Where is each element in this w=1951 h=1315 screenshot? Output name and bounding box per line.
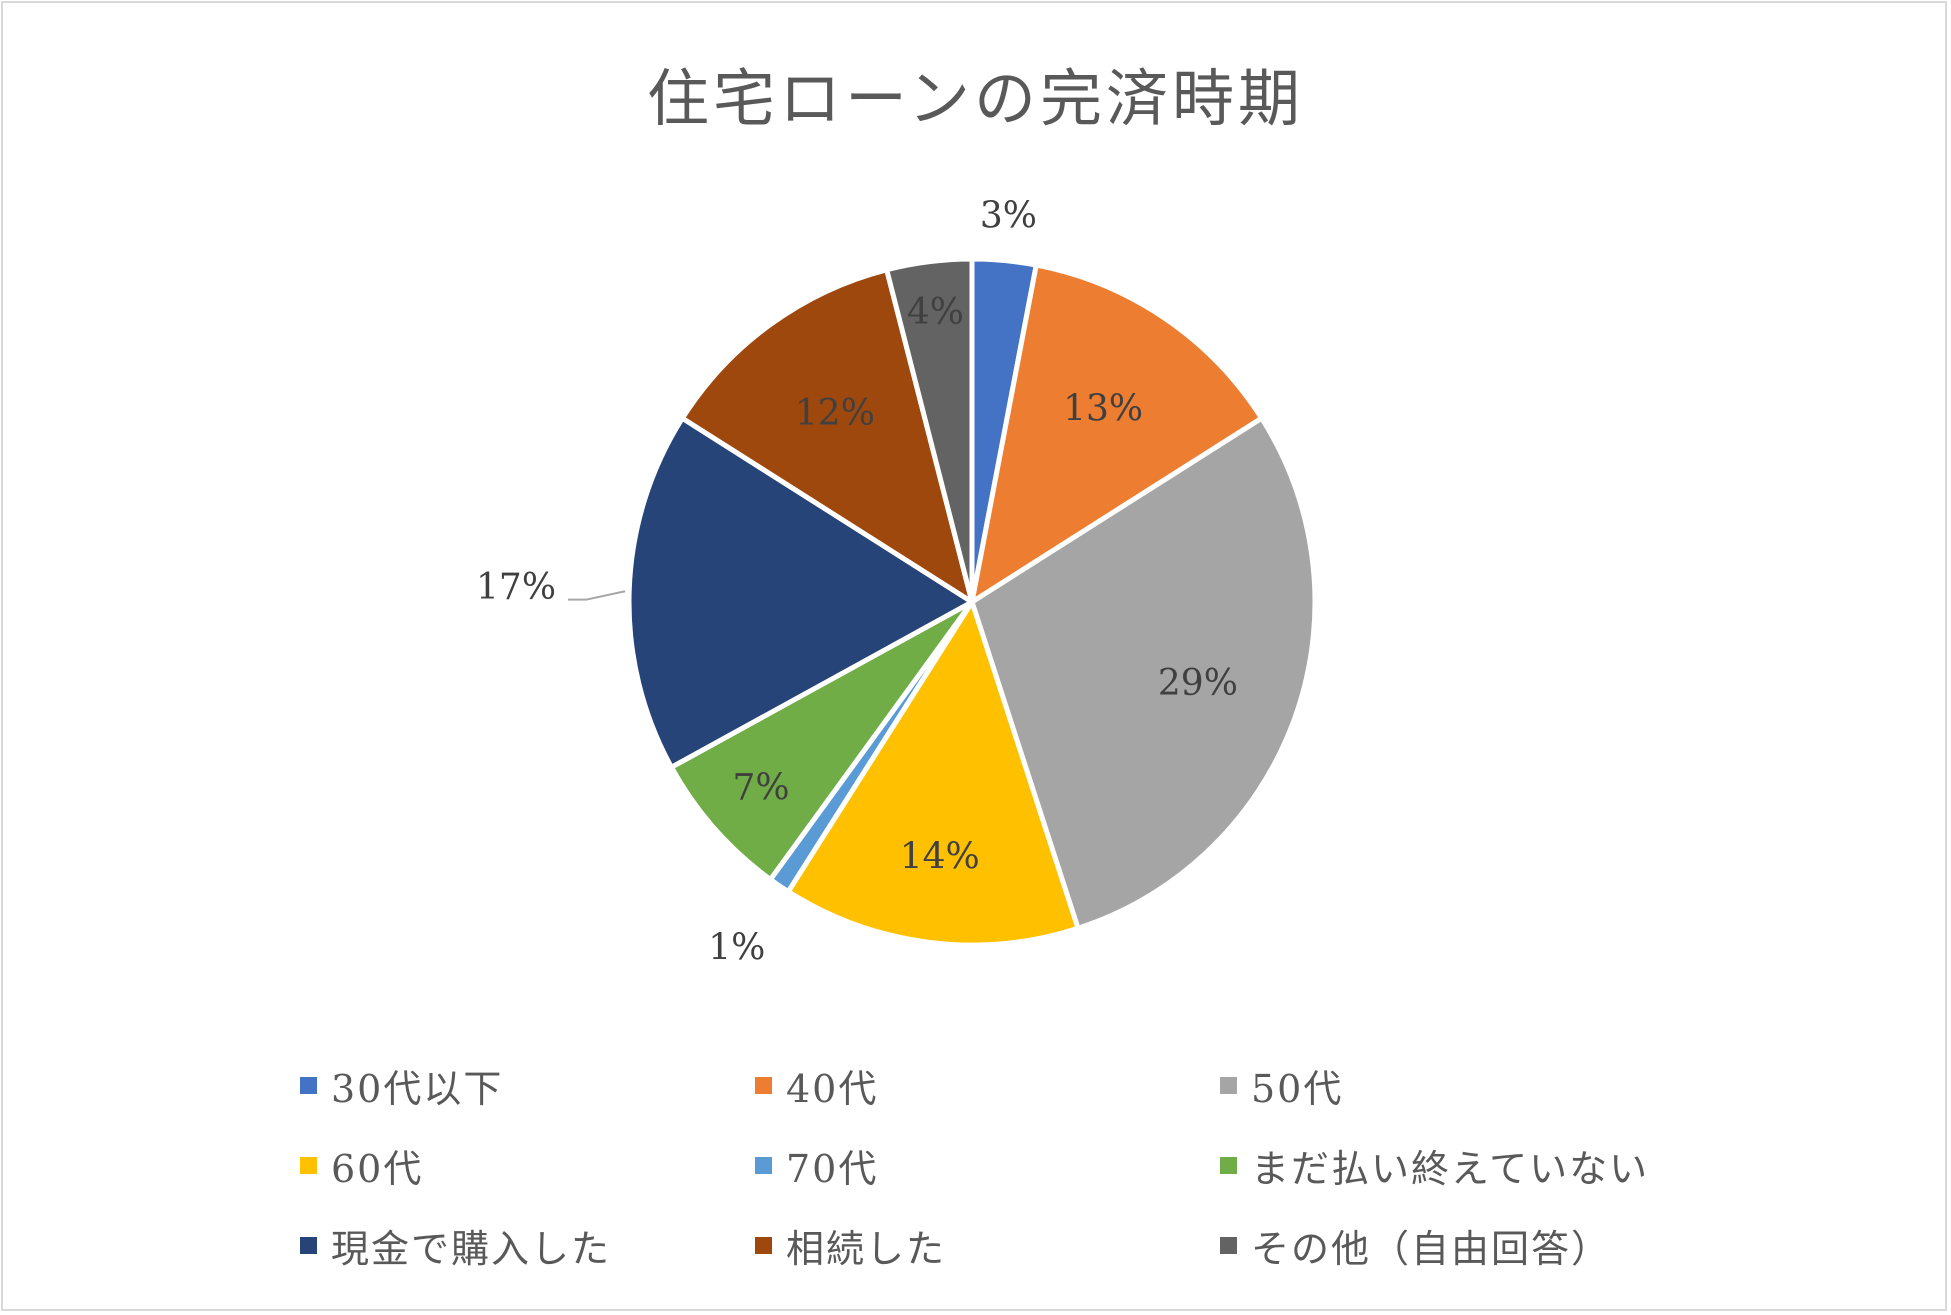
legend-item-9: その他（自由回答）: [1220, 1218, 1700, 1272]
data-label-4: 14%: [900, 837, 980, 878]
legend-swatch: [1220, 1156, 1237, 1174]
legend-swatch: [300, 1156, 317, 1174]
legend: 30代以下 40代 50代 60代 70代 まだ払い終えていない現金で購入した 相続した その…: [300, 1058, 1700, 1272]
legend-swatch: [755, 1236, 772, 1254]
legend-label: 50代: [1251, 1066, 1344, 1111]
pie-slice-3: [969, 415, 1318, 931]
legend-label: 相続した: [786, 1226, 947, 1271]
pie-slices: [626, 256, 1318, 948]
pie-slice-2: [969, 262, 1265, 605]
legend-swatch: [300, 1076, 317, 1094]
legend-label: まだ払い終えていない: [1251, 1146, 1650, 1191]
legend-item-3: 50代: [1220, 1058, 1700, 1112]
pie-slice-6: [668, 599, 975, 882]
legend-item-1: 30代以下: [300, 1058, 755, 1112]
legend-item-4: 60代: [300, 1138, 755, 1192]
pie-slice-8: [679, 267, 975, 605]
legend-label: 現金で購入した: [331, 1226, 612, 1271]
legend-label: 70代: [786, 1146, 879, 1191]
data-label-6: 7%: [732, 768, 789, 809]
legend-label: 60代: [331, 1146, 424, 1191]
legend-item-6: まだ払い終えていない: [1220, 1138, 1700, 1192]
data-label-2: 13%: [1063, 389, 1143, 430]
data-label-9: 4%: [907, 292, 964, 333]
legend-swatch: [755, 1076, 772, 1094]
legend-label: その他（自由回答）: [1251, 1226, 1612, 1271]
legend-item-7: 現金で購入した: [300, 1218, 755, 1272]
legend-swatch: [300, 1236, 317, 1254]
legend-item-5: 70代: [755, 1138, 1220, 1192]
pie-slice-7: [626, 415, 975, 770]
legend-label: 30代以下: [331, 1066, 504, 1111]
data-label-7: 17%: [476, 567, 556, 608]
data-label-5: 1%: [708, 928, 765, 969]
legend-label: 40代: [786, 1066, 879, 1111]
chart-title: 住宅ローンの完済時期: [647, 62, 1304, 135]
leader-line-7: [568, 590, 626, 601]
data-labels: 3% 13% 29% 14% 1% 7% 17% 12% 4%: [476, 196, 1238, 969]
pie-slice-4: [785, 599, 1081, 948]
legend-item-2: 40代: [755, 1058, 1220, 1112]
pie-slice-9: [884, 256, 975, 605]
legend-swatch: [1220, 1076, 1237, 1094]
legend-item-8: 相続した: [755, 1218, 1220, 1272]
leader-lines: [568, 590, 626, 601]
legend-swatch: [755, 1156, 772, 1174]
data-label-3: 29%: [1158, 663, 1238, 704]
data-label-8: 12%: [795, 393, 875, 434]
data-label-1: 3%: [980, 196, 1037, 237]
legend-swatch: [1220, 1236, 1237, 1254]
